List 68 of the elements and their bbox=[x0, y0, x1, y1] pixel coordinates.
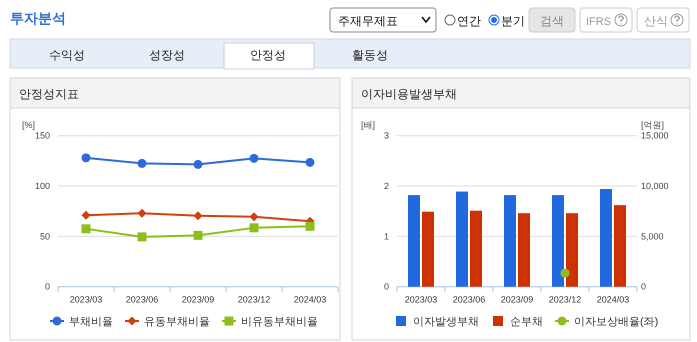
bar bbox=[518, 213, 530, 287]
legend-label: 유동부채비율 bbox=[144, 316, 210, 328]
text: 안정성 bbox=[250, 48, 286, 62]
text: 수익성 bbox=[49, 48, 85, 62]
chart-title: 이자비용발생부채 bbox=[361, 87, 457, 101]
legend-label: 이자발생부채 bbox=[413, 316, 479, 328]
y2-tick-label: 0 bbox=[641, 282, 646, 292]
bar bbox=[566, 213, 578, 287]
point bbox=[138, 232, 146, 242]
text: 주재무제표 bbox=[338, 14, 398, 28]
chart-title: 안정성지표 bbox=[19, 87, 79, 101]
point bbox=[82, 224, 90, 234]
y-tick-label: 0 bbox=[384, 282, 389, 292]
y-axis-title: [배] bbox=[361, 120, 376, 130]
y-tick-label: 100 bbox=[34, 181, 50, 192]
x-tick-label: 2023/06 bbox=[452, 294, 486, 305]
legend-label: 부채비율 bbox=[69, 316, 113, 328]
x-tick-label: 2023/06 bbox=[126, 294, 158, 305]
x-tick-label: 2023/09 bbox=[182, 294, 214, 305]
point bbox=[194, 230, 202, 240]
y2-tick-label: 5,000 bbox=[641, 231, 664, 242]
text: 분기 bbox=[501, 14, 525, 28]
point bbox=[138, 158, 146, 168]
point bbox=[250, 154, 258, 163]
bar bbox=[614, 205, 626, 287]
point bbox=[194, 160, 202, 169]
x-tick-label: 2023/09 bbox=[500, 294, 534, 305]
point bbox=[82, 153, 90, 162]
text: 산식 bbox=[644, 14, 668, 28]
point bbox=[82, 210, 90, 220]
bar bbox=[552, 195, 564, 287]
y2-axis-title: [억원] bbox=[641, 120, 664, 130]
text: 연간 bbox=[457, 14, 481, 28]
y-axis-title: [%] bbox=[22, 120, 36, 130]
x-tick-label: 2023/03 bbox=[70, 294, 102, 305]
point bbox=[194, 211, 202, 220]
bar bbox=[600, 189, 612, 287]
bar bbox=[470, 210, 482, 287]
legend-label: 순부채 bbox=[510, 316, 543, 328]
y2-tick-label: 10,000 bbox=[641, 181, 669, 192]
point bbox=[250, 223, 258, 232]
x-tick-label: 2023/12 bbox=[238, 294, 270, 305]
text: 활동성 bbox=[352, 48, 388, 62]
point bbox=[306, 222, 314, 231]
x-tick-label: 2023/12 bbox=[548, 294, 582, 305]
bar bbox=[408, 195, 420, 287]
point bbox=[250, 212, 258, 222]
y-tick-label: 1 bbox=[384, 231, 389, 242]
y2-tick-label: 15,000 bbox=[641, 130, 669, 141]
text: 성장성 bbox=[149, 48, 185, 62]
y-tick-label: 50 bbox=[40, 231, 50, 242]
x-tick-label: 2024/03 bbox=[294, 294, 326, 305]
x-tick-label: 2023/03 bbox=[404, 294, 438, 305]
x-tick-label: 2024/03 bbox=[596, 294, 630, 305]
y-tick-label: 0 bbox=[44, 282, 50, 292]
legend-label: 비유동부채비율 bbox=[241, 316, 318, 328]
bar bbox=[422, 212, 434, 287]
text: 투자분석 bbox=[10, 10, 66, 26]
y-tick-label: 2 bbox=[384, 181, 389, 192]
legend-label: 이자보상배율(좌) bbox=[574, 316, 658, 328]
text: IFRS bbox=[586, 16, 612, 28]
bar bbox=[504, 195, 516, 287]
y-tick-label: 3 bbox=[384, 130, 389, 141]
y-tick-label: 150 bbox=[34, 130, 50, 141]
point bbox=[138, 208, 146, 218]
bar bbox=[456, 192, 468, 287]
point bbox=[306, 158, 314, 167]
text: 검색 bbox=[540, 14, 564, 28]
